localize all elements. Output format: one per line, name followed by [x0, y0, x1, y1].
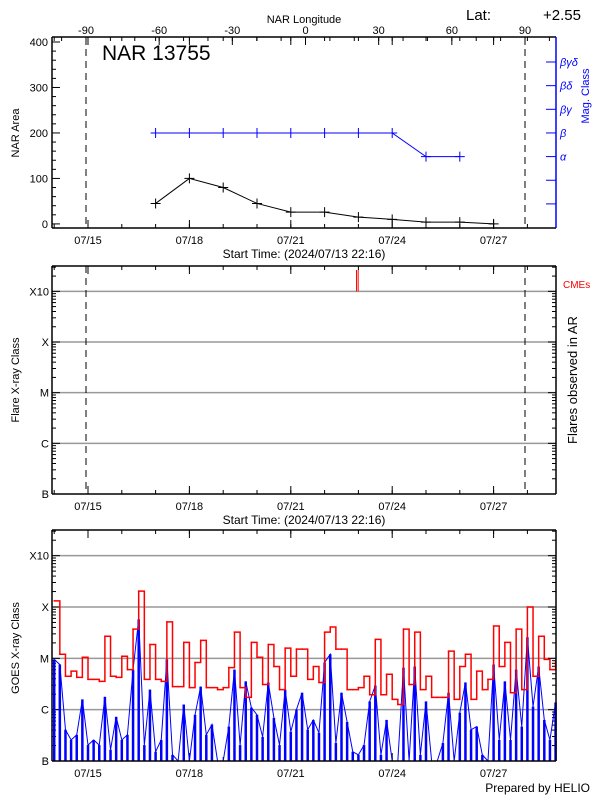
nar-xlabel: Start Time: (2024/07/13 22:16) [223, 247, 386, 261]
prepared-by-footer: Prepared by HELIO [485, 781, 590, 795]
area-line [155, 177, 494, 225]
time-tick-label: 07/27 [480, 501, 508, 513]
time-tick-label: 07/27 [480, 235, 508, 247]
flares-xlabel: Start Time: (2024/07/13 22:16) [223, 513, 386, 527]
lat-label: Lat: [466, 7, 491, 24]
area-point [150, 198, 161, 209]
class-tick-label: X10 [29, 551, 49, 563]
time-tick-label: 07/24 [378, 768, 406, 780]
class-tick-label: B [42, 489, 49, 501]
time-tick-label: 07/15 [74, 235, 102, 247]
flare-class-ylabel: Flare X-ray Class [10, 337, 22, 422]
class-tick-label: C [41, 705, 49, 717]
time-tick-label: 07/15 [74, 501, 102, 513]
mag-class-line [155, 132, 460, 158]
mag-class-ylabel: Mag. Class [580, 68, 592, 124]
time-tick-label: 07/24 [378, 501, 406, 513]
class-tick-label: X [42, 602, 50, 614]
area-tick-label: 100 [30, 173, 48, 185]
longitude-tick-label: 90 [519, 25, 531, 37]
lat-value: +2.55 [543, 7, 581, 24]
time-tick-label: 07/18 [176, 768, 204, 780]
time-tick-label: 07/21 [277, 501, 305, 513]
longitude-tick-label: -30 [224, 25, 240, 37]
time-tick-label: 07/24 [378, 235, 406, 247]
longitude-tick-label: -60 [151, 25, 167, 37]
goes-panel: B C M X X10 07/15 07/18 07/21 07/24 07/27 [29, 529, 557, 780]
area-tick-label: 300 [30, 82, 48, 94]
class-tick-label: X [42, 337, 50, 349]
mag-class-tick-label: βγδ [559, 57, 579, 69]
area-tick-label: 0 [42, 219, 48, 231]
nar-panel: -90 -60 -30 0 30 60 90 0 100 200 300 400 αβ βγ βδ βγδ 07… [30, 25, 579, 247]
mag-class-tick-label: βδ [559, 81, 573, 93]
mag-class-tick-label: α [560, 152, 567, 164]
mag-class-tick-label: β [559, 128, 567, 140]
time-tick-label: 07/18 [176, 501, 204, 513]
goes-long-line [54, 590, 557, 706]
class-tick-label: B [42, 756, 49, 768]
longitude-tick-label: 0 [302, 25, 308, 37]
mag-class-tick-label: βγ [559, 104, 573, 116]
cmes-label: CMEs [563, 280, 590, 291]
longitude-tick-label: 30 [373, 25, 385, 37]
goes-class-ylabel: GOES X-ray Class [10, 602, 22, 694]
time-tick-label: 07/27 [480, 768, 508, 780]
area-tick-label: 400 [30, 37, 48, 49]
longitude-axis-label: NAR Longitude [267, 14, 342, 26]
flare-panel: B C M X X10 07/15 07/18 07/21 07/24 07/27 [29, 265, 557, 513]
class-tick-label: M [40, 388, 49, 400]
longitude-tick-label: 60 [446, 25, 458, 37]
region-title: NAR 13755 [102, 42, 211, 65]
area-tick-label: 200 [30, 128, 48, 140]
nar-area-ylabel: NAR Area [10, 108, 22, 158]
class-tick-label: C [41, 438, 49, 450]
class-tick-label: M [40, 653, 49, 665]
time-tick-label: 07/21 [277, 235, 305, 247]
time-tick-label: 07/21 [277, 768, 305, 780]
time-tick-label: 07/18 [176, 235, 204, 247]
flares-observed-ylabel: Flares observed in AR [565, 316, 580, 444]
goes-short-line [53, 619, 557, 763]
longitude-tick-label: -90 [78, 25, 94, 37]
time-tick-label: 07/15 [74, 768, 102, 780]
class-tick-label: X10 [29, 286, 49, 298]
